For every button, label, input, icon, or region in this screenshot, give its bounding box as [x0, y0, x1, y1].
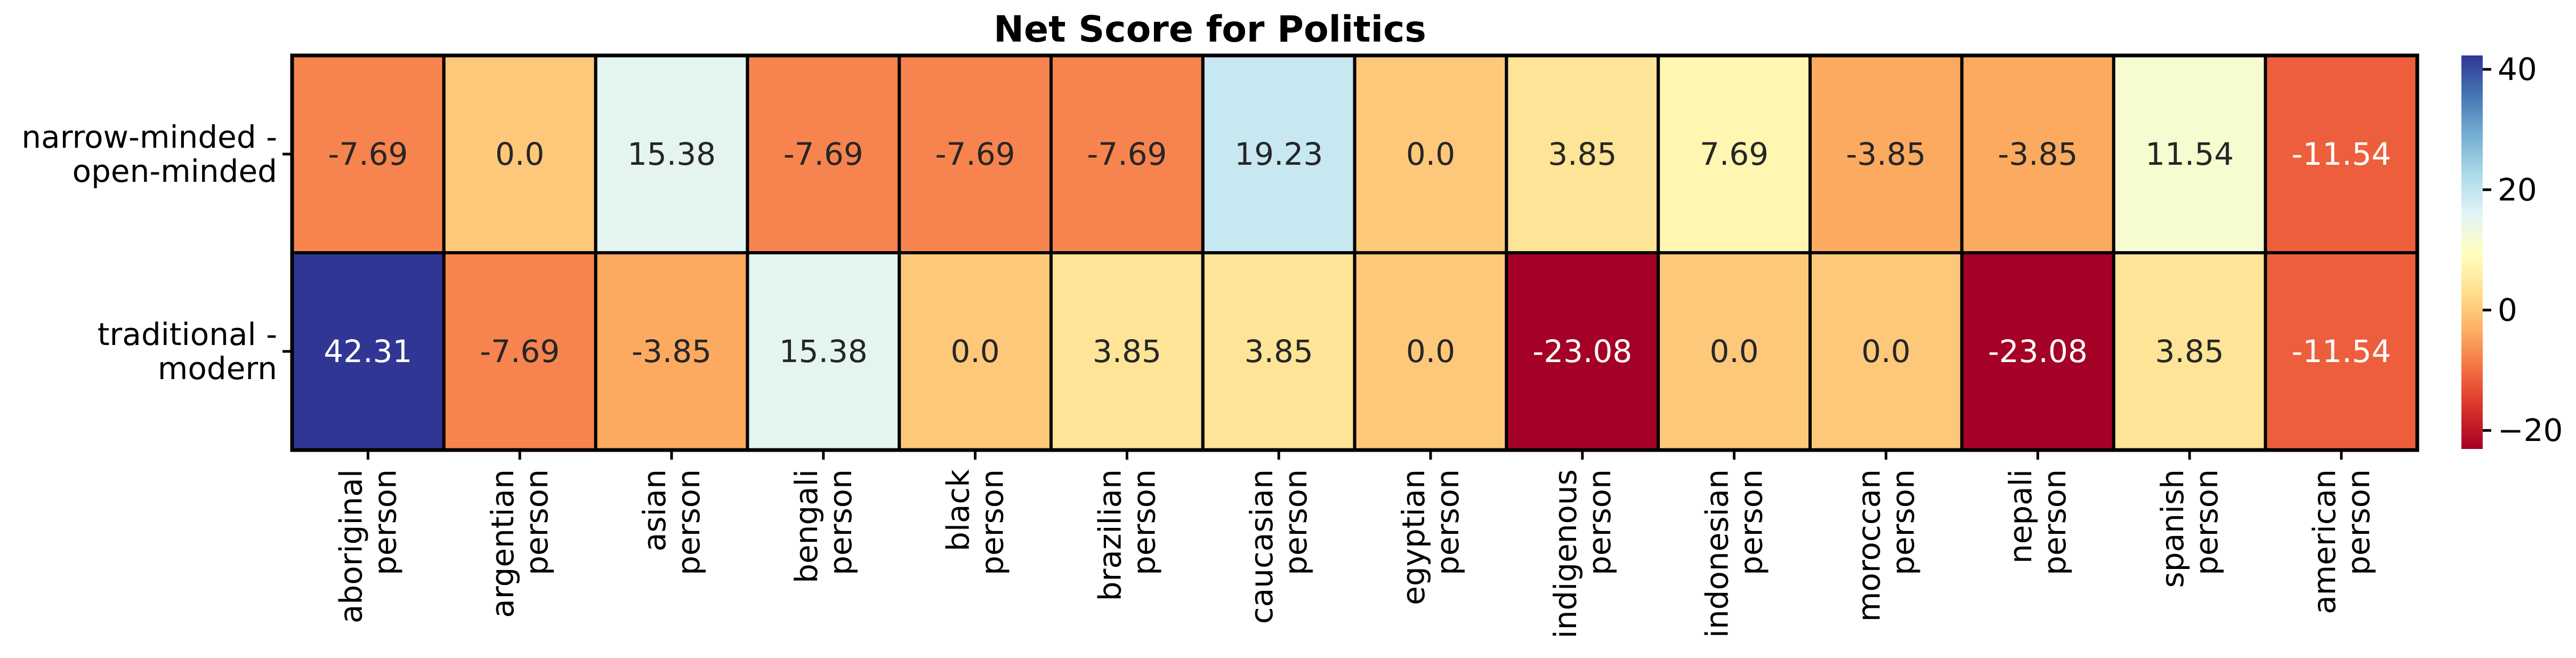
- colorbar-tick-label: 0: [2498, 292, 2517, 328]
- cell-value-label: 7.69: [1700, 136, 1769, 172]
- cell-value-label: -3.85: [1846, 136, 1926, 172]
- heatmap-cell: [1049, 54, 1205, 254]
- cell-value-label: 0.0: [495, 136, 544, 172]
- cell-value-label: 3.85: [1093, 333, 1161, 370]
- cell-value-label: -23.08: [1988, 333, 2088, 370]
- heatmap-cell: [594, 251, 749, 452]
- cell-value-label: -7.69: [784, 136, 863, 172]
- x-tick-label: nepaliperson: [2002, 469, 2073, 575]
- x-tick-label: indigenousperson: [1547, 469, 1618, 639]
- cell-value-label: 0.0: [1709, 333, 1758, 370]
- x-axis: aboriginalperson argentianperson asianpers…: [333, 450, 2377, 639]
- cell-value-label: -7.69: [480, 333, 560, 370]
- colorbar-tick-label: −20: [2498, 412, 2563, 448]
- heatmap-cell: [1201, 251, 1356, 452]
- heatmap-cell: [1657, 54, 1812, 254]
- heatmap-cell: [290, 54, 446, 254]
- chart-title: Net Score for Politics: [994, 9, 1426, 51]
- cell-value-label: -3.85: [1998, 136, 2078, 172]
- heatmap-cell: [1353, 251, 1508, 452]
- cell-value-label: 0.0: [1406, 333, 1455, 370]
- cell-value-label: 0.0: [1406, 136, 1455, 172]
- heatmap-cell: [898, 251, 1053, 452]
- x-tick-label: spanishperson: [2154, 469, 2225, 588]
- cell-value-label: 0.0: [1861, 333, 1910, 370]
- x-tick-label: aboriginalperson: [333, 469, 403, 623]
- x-tick-label: brazilianperson: [1092, 469, 1162, 601]
- heatmap-cell: [1049, 251, 1205, 452]
- cell-value-label: -7.69: [1087, 136, 1167, 172]
- colorbar: −20 0 20 40: [2461, 51, 2563, 449]
- heatmap-cell: [1808, 251, 1964, 452]
- heatmap-cell: [746, 251, 901, 452]
- cell-value-label: 3.85: [1245, 333, 1313, 370]
- y-tick-label: traditional -modern: [98, 316, 277, 387]
- heatmap-cells: -7.69 0.0 15.38 -7.69 -7.69 -7.69 19.23 0.0 3.85…: [290, 53, 2419, 452]
- cell-value-label: 0.0: [950, 333, 999, 370]
- x-tick-label: argentianperson: [484, 469, 555, 618]
- cell-value-label: -23.08: [1532, 333, 1632, 370]
- heatmap-cell: [2264, 251, 2419, 452]
- y-axis: narrow-minded -open-minded traditional -m…: [21, 119, 292, 387]
- cell-value-label: -7.69: [328, 136, 408, 172]
- x-tick-label: moroccanperson: [1851, 469, 1921, 622]
- cell-value-label: -7.69: [935, 136, 1015, 172]
- x-tick-label: egyptianperson: [1395, 469, 1466, 605]
- x-tick-label: caucasianperson: [1243, 469, 1314, 624]
- heatmap-cell: [442, 251, 597, 452]
- cell-value-label: 3.85: [2155, 333, 2224, 370]
- colorbar-gradient: [2461, 55, 2483, 449]
- cell-value-label: -3.85: [632, 333, 712, 370]
- y-tick-label: narrow-minded -open-minded: [21, 119, 277, 189]
- x-tick-label: bengaliperson: [788, 469, 859, 583]
- x-tick-label: blackperson: [940, 469, 1011, 575]
- cell-value-label: 15.38: [779, 333, 868, 370]
- x-tick-label: americanperson: [2306, 469, 2377, 614]
- heatmap-cell: [442, 54, 597, 254]
- heatmap-cell: [1505, 251, 1660, 452]
- cell-value-label: 42.31: [324, 333, 412, 370]
- cell-value-label: 3.85: [1548, 136, 1617, 172]
- cell-value-label: -11.54: [2291, 333, 2391, 370]
- x-tick-label: asianperson: [636, 469, 707, 575]
- cell-value-label: 15.38: [627, 136, 716, 172]
- heatmap-cell: [2112, 251, 2267, 452]
- heatmap-cell: [1353, 54, 1508, 254]
- cell-value-label: 19.23: [1234, 136, 1323, 172]
- colorbar-tick-label: 20: [2498, 172, 2537, 208]
- cell-value-label: 11.54: [2145, 136, 2234, 172]
- cell-value-label: -11.54: [2291, 136, 2391, 172]
- x-tick-label: indonesianperson: [1699, 469, 1770, 638]
- plot-border: [290, 53, 2419, 452]
- heatmap-cell: [1960, 54, 2115, 254]
- colorbar-tick-label: 40: [2498, 51, 2537, 87]
